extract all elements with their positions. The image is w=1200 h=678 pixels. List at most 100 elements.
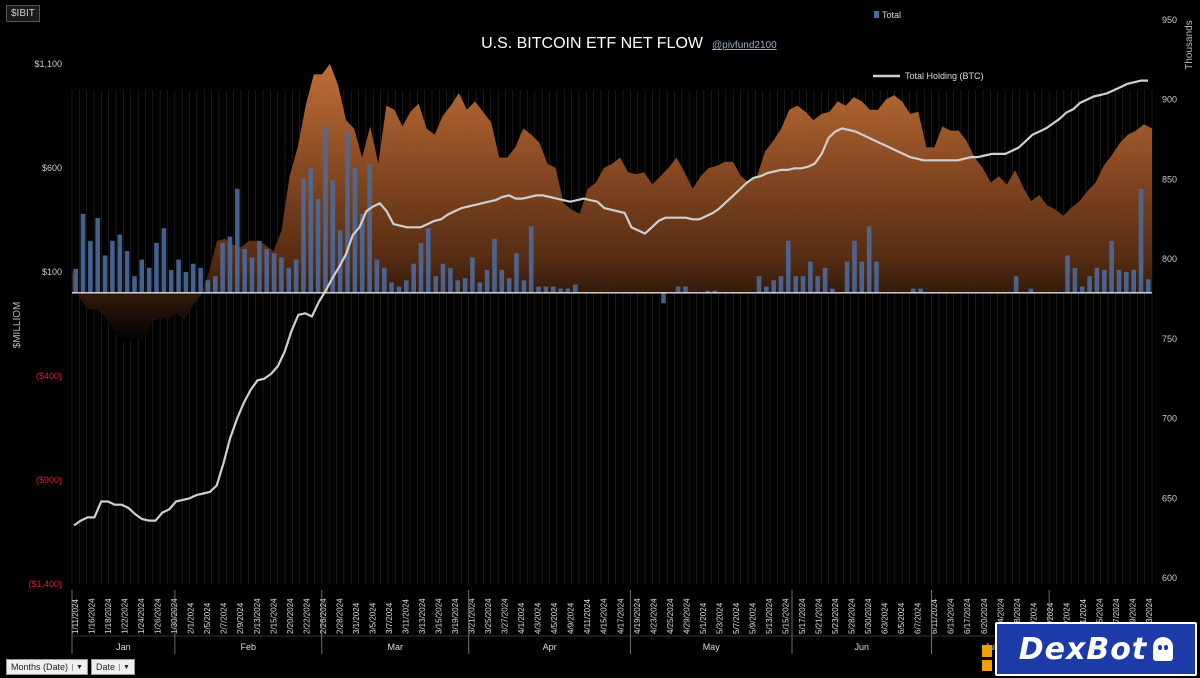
flow-bar xyxy=(910,288,916,293)
flow-bar xyxy=(124,251,130,293)
x-date-label: 5/28/2024 xyxy=(848,598,857,634)
flow-bar xyxy=(161,228,167,293)
ibit-tag-button[interactable]: $IBIT xyxy=(6,5,40,22)
x-date-label: 1/24/2024 xyxy=(137,598,146,634)
flow-bar xyxy=(352,168,358,293)
flow-bar xyxy=(168,269,174,293)
flow-bar xyxy=(176,259,181,293)
x-date-label: 2/1/2024 xyxy=(187,602,196,634)
x-date-label: 3/11/2024 xyxy=(402,598,411,634)
flow-bar xyxy=(764,286,769,293)
x-date-label: 6/24/2024 xyxy=(996,598,1005,634)
flow-bar xyxy=(844,261,850,293)
month-label: May xyxy=(703,642,721,652)
flow-bar xyxy=(573,284,578,293)
y2-tick-label: 650 xyxy=(1162,493,1177,503)
flow-bar xyxy=(1124,272,1129,293)
y2-tick-label: 700 xyxy=(1162,414,1177,424)
x-date-label: 2/28/2024 xyxy=(335,598,344,634)
flow-bar xyxy=(235,188,240,293)
x-date-label: 4/29/2024 xyxy=(682,598,691,634)
y2-axis-label: Thousands xyxy=(1184,20,1195,69)
x-date-label: 3/21/2024 xyxy=(468,598,477,634)
flow-bar xyxy=(1087,276,1092,293)
flow-bar xyxy=(675,286,681,293)
x-date-label: 3/5/2024 xyxy=(368,602,377,634)
legend-line-label: Total Holding (BTC) xyxy=(905,71,984,81)
x-date-label: 2/9/2024 xyxy=(236,602,245,634)
axes: $1,100 $600 $100 ($400) ($900) ($1,400) 950 900… xyxy=(28,15,1177,589)
cumulative-area xyxy=(72,64,1152,343)
holding-line xyxy=(73,79,1148,527)
flow-bar xyxy=(506,278,512,293)
flow-bar xyxy=(337,230,343,293)
flow-bar xyxy=(536,286,541,293)
flow-bar xyxy=(110,240,115,293)
y2-tick-label: 950 xyxy=(1162,15,1177,25)
x-date-label: 4/11/2024 xyxy=(583,598,592,634)
flow-bar xyxy=(830,288,835,293)
dexbot-logo: DexBot xyxy=(995,622,1197,676)
x-date-label: 5/3/2024 xyxy=(715,602,724,634)
flow-bar xyxy=(786,240,791,293)
flow-bar xyxy=(426,228,431,293)
flow-bar xyxy=(323,126,328,293)
flow-bar xyxy=(198,267,203,293)
y2-tick-label: 800 xyxy=(1162,254,1177,264)
x-date-label: 5/13/2024 xyxy=(765,598,774,634)
x-date-label: 3/19/2024 xyxy=(451,598,460,634)
flow-bar xyxy=(1146,279,1151,293)
flow-bar xyxy=(315,199,321,293)
flow-bar xyxy=(433,276,438,293)
flow-bar xyxy=(1116,269,1122,293)
x-date-label: 2/15/2024 xyxy=(269,598,278,634)
flow-bar xyxy=(220,242,225,293)
flow-bar xyxy=(521,280,527,293)
flow-bar xyxy=(418,242,424,293)
x-date-label: 6/7/2024 xyxy=(914,602,923,634)
flow-bar xyxy=(1109,240,1114,293)
x-date-label: 5/7/2024 xyxy=(732,602,741,634)
x-date-label: 6/20/2024 xyxy=(980,598,989,634)
flow-bar xyxy=(102,255,108,293)
months-filter-button[interactable]: Months (Date) ▼ xyxy=(6,659,88,675)
flow-bar xyxy=(771,280,776,293)
x-date-label: 5/30/2024 xyxy=(864,598,873,634)
flow-bar xyxy=(822,267,828,293)
flow-bar xyxy=(1138,188,1144,293)
chart-title: U.S. BITCOIN ETF NET FLOW xyxy=(481,35,704,52)
y-tick-label: ($1,400) xyxy=(28,579,62,589)
flow-bar xyxy=(462,278,468,293)
y-axis-label: $MILLIOM xyxy=(12,302,23,349)
flow-bar xyxy=(80,213,86,293)
ghost-icon xyxy=(1153,637,1174,661)
flow-bar xyxy=(1013,276,1019,293)
flow-bar xyxy=(712,290,718,293)
month-label: Feb xyxy=(241,642,257,652)
flow-bar xyxy=(213,276,218,293)
flow-bar xyxy=(866,226,872,293)
y-tick-label: $100 xyxy=(42,267,62,277)
y2-tick-label: 750 xyxy=(1162,334,1177,344)
flow-bar xyxy=(345,132,350,293)
x-date-label: 5/9/2024 xyxy=(748,602,757,634)
flow-bar xyxy=(308,168,314,293)
flow-bar xyxy=(183,272,189,293)
flow-bar xyxy=(778,276,784,293)
flow-bar xyxy=(117,234,123,293)
flow-bar xyxy=(264,249,269,293)
y-tick-label: $1,100 xyxy=(34,59,62,69)
x-date-label: 1/18/2024 xyxy=(104,598,113,634)
flow-bar xyxy=(367,163,372,293)
x-date-label: 4/23/2024 xyxy=(649,598,658,634)
x-date-label: 1/26/2024 xyxy=(154,598,163,634)
flow-bar xyxy=(477,282,483,293)
flow-bar xyxy=(440,263,446,293)
x-date-label: 1/22/2024 xyxy=(121,598,130,634)
flow-bar xyxy=(73,268,78,293)
date-filter-button[interactable]: Date ▼ xyxy=(90,659,135,675)
flow-bar xyxy=(1102,269,1107,293)
x-date-label: 6/13/2024 xyxy=(947,598,956,634)
x-date-label: 7/5/2024 xyxy=(1046,602,1055,634)
x-date-label: 3/15/2024 xyxy=(435,598,444,634)
